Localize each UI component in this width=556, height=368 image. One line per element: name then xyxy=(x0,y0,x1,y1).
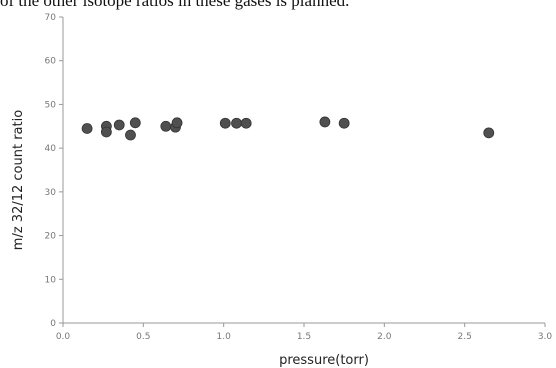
chart-axes xyxy=(62,17,545,324)
y-tick-label: 70 xyxy=(45,13,57,23)
y-tick-label: 40 xyxy=(45,144,57,154)
data-point xyxy=(338,117,350,129)
x-tick-label: 0.0 xyxy=(56,332,71,342)
data-point xyxy=(125,129,136,141)
y-tick-label: 0 xyxy=(50,319,56,329)
y-tick-label: 20 xyxy=(45,232,57,242)
data-point xyxy=(100,126,112,138)
data-point xyxy=(113,119,125,131)
data-point xyxy=(240,117,252,129)
data-point xyxy=(231,117,242,129)
data-point xyxy=(483,127,495,139)
x-tick-label: 3.0 xyxy=(538,332,553,342)
y-tick-label: 30 xyxy=(45,188,57,198)
data-point xyxy=(160,120,172,132)
x-tick-label: 2.5 xyxy=(458,332,472,342)
x-tick-label: 1.0 xyxy=(217,332,232,342)
chart-ticks: 0 10 20 30 40 50 60 70 0.0 0.5 1.0 1.5 2.0 2.5 3.0 xyxy=(45,13,553,342)
data-point xyxy=(171,117,183,129)
data-point xyxy=(319,116,331,128)
y-tick-label: 10 xyxy=(45,275,57,285)
data-point xyxy=(81,123,93,134)
y-tick-label: 60 xyxy=(45,57,57,67)
x-tick-label: 2.0 xyxy=(377,332,392,342)
y-axis-label: m/z 32/12 count ratio xyxy=(11,110,26,250)
x-axis-label: pressure(torr) xyxy=(279,353,369,368)
chart-points xyxy=(81,116,495,141)
x-tick-label: 1.5 xyxy=(297,332,311,342)
x-tick-label: 0.5 xyxy=(136,332,150,342)
y-tick-label: 50 xyxy=(45,100,57,110)
caption-text: of the other isotope ratios in these gas… xyxy=(0,0,350,10)
data-point xyxy=(129,117,141,129)
data-point xyxy=(219,117,231,129)
